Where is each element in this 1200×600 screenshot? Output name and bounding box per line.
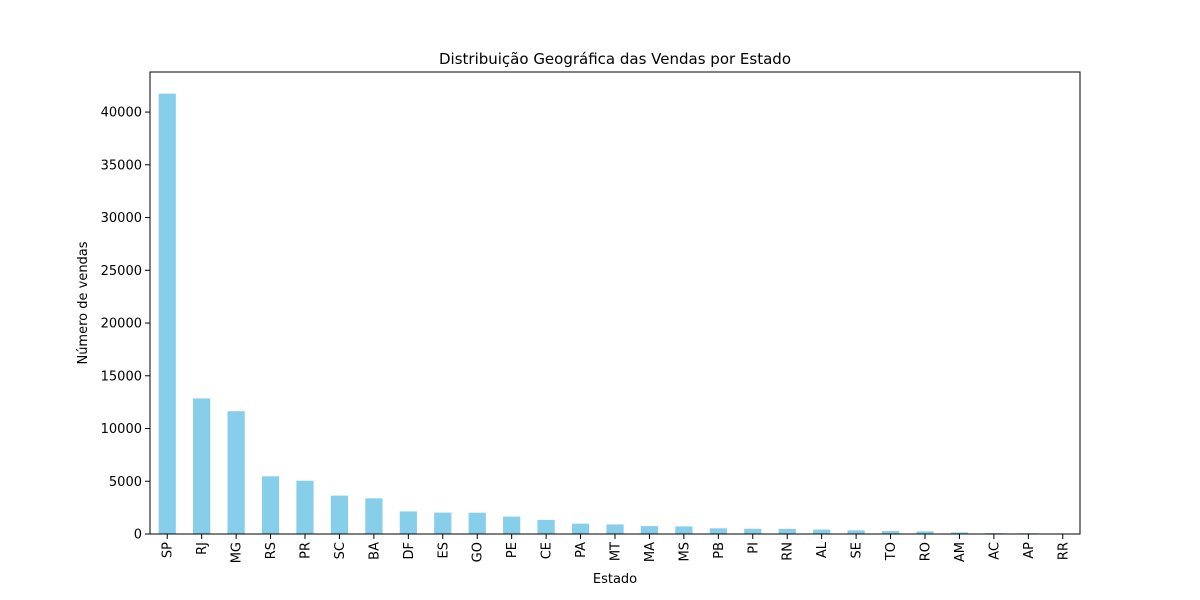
x-tick-label: ES [436,542,451,558]
bar-ba [365,498,383,534]
bars-group [158,93,1072,534]
bar-es [434,512,452,534]
y-tick-label: 30000 [101,211,142,226]
bar-mg [227,411,245,534]
bar-am [950,532,969,534]
x-tick-label: PI [746,542,761,554]
bar-pa [571,523,590,534]
plot-frame [149,71,1081,535]
bar-pr [296,480,314,534]
bar-df [399,511,417,534]
bar-rs [261,476,280,534]
x-tick-label: TO [884,542,899,561]
chart-title: Distribuição Geográfica das Vendas por E… [439,50,791,68]
y-tick-label: 10000 [101,422,142,437]
y-tick-label: 0 [134,528,142,543]
x-tick-label: AP [1022,542,1037,559]
x-tick-label: MG [230,542,245,563]
x-tick-label: RN [781,542,796,561]
x-tick-label: SC [333,542,348,559]
bar-ms [675,526,693,534]
x-tick-label: PB [712,542,727,559]
x-tick-label: DF [402,542,417,560]
bar-pe [503,516,521,534]
bar-se [847,530,865,534]
bar-go [468,512,486,534]
bar-rn [778,528,796,534]
x-tick-label: PA [574,542,589,558]
x-axis-label: Estado [593,572,637,587]
x-tick-label: AC [987,542,1002,560]
bar-al [813,529,831,534]
x-tick-label: GO [471,542,486,562]
y-tick-label: 20000 [101,317,142,332]
y-tick-label: 15000 [101,369,142,384]
x-tick-label: SP [161,542,176,558]
x-tick-label: RS [264,542,279,559]
y-axis-ticks: 0 5000 10000 15000 20000 25000 30000 35000 40000 [101,106,150,543]
bar-ma [640,526,659,534]
x-tick-label: MT [609,542,624,561]
x-tick-label: PE [505,542,520,558]
x-tick-label: MS [677,542,692,561]
x-tick-label: PR [299,542,314,559]
y-tick-label: 5000 [109,475,142,490]
bar-to [881,531,900,534]
bar-rj [193,398,211,534]
bar-sc [330,495,349,534]
x-tick-label: SE [850,542,865,558]
x-tick-label: RR [1056,542,1071,560]
y-tick-label: 25000 [101,264,142,279]
x-tick-label: CE [540,542,555,559]
x-tick-label: BA [367,542,382,560]
bar-mt [606,524,624,534]
x-tick-label: AM [953,542,968,562]
y-axis-label: Número de vendas [76,241,91,364]
x-tick-label: MA [643,542,658,562]
x-tick-label: AL [815,541,830,558]
bar-pb [709,528,727,534]
bar-sp [158,93,176,534]
bar-pi [744,528,762,534]
x-axis-ticks: SP RJ MG RS PR SC BA DF ES GO PE CE PA MT MA MS PB PI RN AL… [161,534,1071,563]
bar-ce [537,519,555,534]
bar-ro [916,531,934,534]
y-tick-label: 40000 [101,106,142,121]
y-tick-label: 35000 [101,158,142,173]
x-tick-label: RO [919,542,934,561]
x-tick-label: RJ [195,542,210,555]
